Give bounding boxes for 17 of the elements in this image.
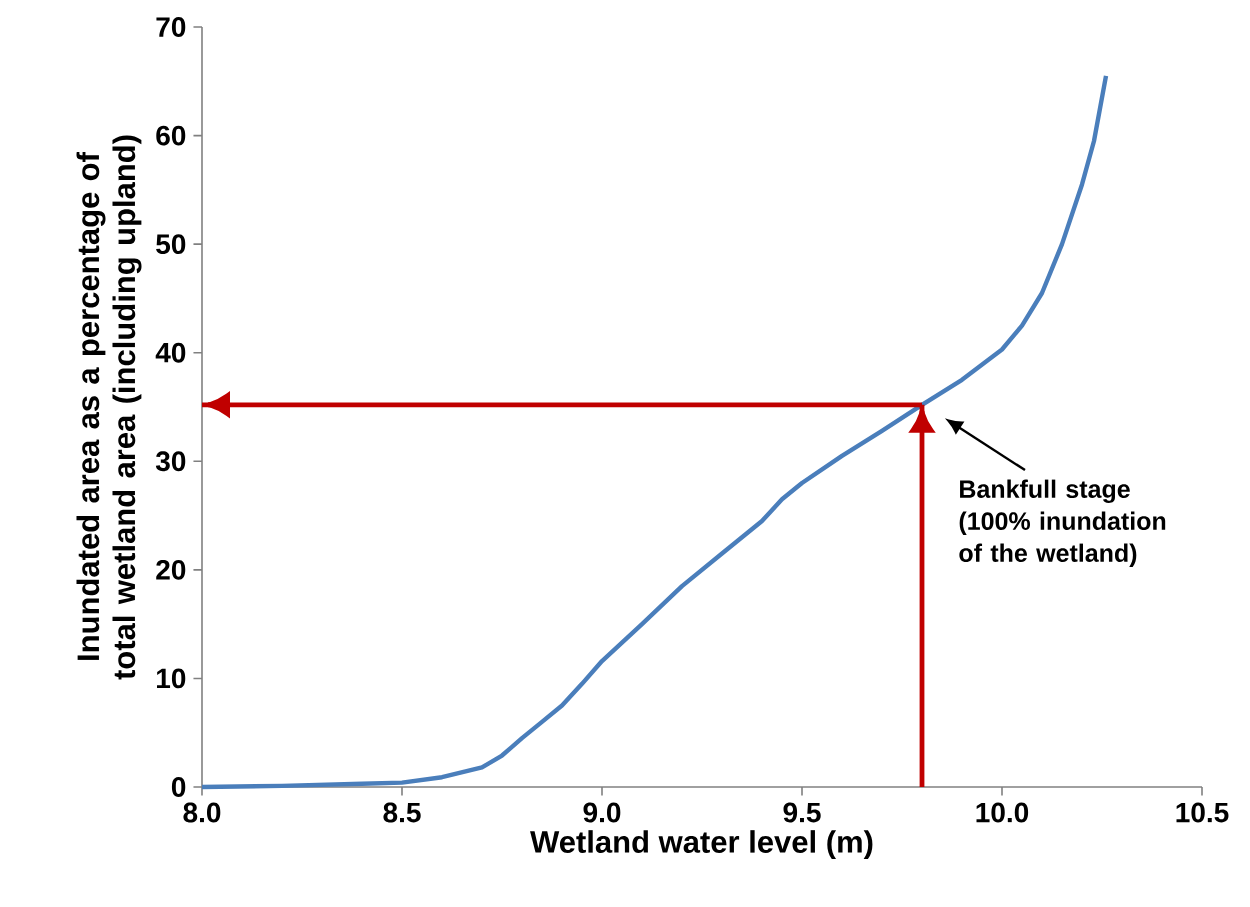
y-tick-label: 30 — [155, 451, 186, 472]
y-tick-label: 60 — [156, 125, 186, 146]
y-tick-label: 20 — [156, 559, 186, 580]
x-tick-label: 10.5 — [1176, 802, 1229, 823]
x-tick-label: 9.0 — [583, 802, 621, 823]
x-tick-label: 8.5 — [383, 802, 421, 823]
y-axis-title: Inundated area as a percentage of total wetland area (including upland) — [76, 135, 142, 680]
y-tick-label: 0 — [171, 777, 186, 797]
x-tick-label: 9.5 — [783, 802, 821, 823]
y-tick-label: 50 — [156, 234, 186, 255]
y-tick-label: 40 — [155, 342, 186, 363]
x-tick-label: 8.0 — [183, 802, 221, 823]
x-axis-title: Wetland water level (m) — [530, 830, 873, 860]
annotation: Bankfull stage (100% inundation of the wetland) — [959, 479, 1166, 567]
y-tick-label: 10 — [157, 668, 186, 689]
y-tick-label: 70 — [156, 17, 186, 37]
x-tick-label: 10.0 — [976, 802, 1029, 823]
